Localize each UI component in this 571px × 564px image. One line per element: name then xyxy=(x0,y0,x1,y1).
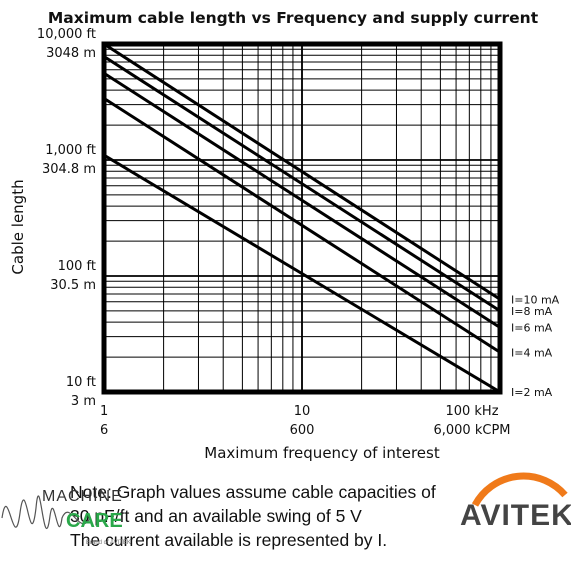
grid xyxy=(103,43,501,393)
plot-frame xyxy=(101,41,503,395)
chart: Maximum cable length vs Frequency and su… xyxy=(9,9,560,462)
series-line xyxy=(103,153,501,394)
footnote-line-1: Note: Graph values assume cable capaciti… xyxy=(70,482,436,502)
series-label: I=10 mA xyxy=(511,293,560,306)
y-tick-label: 100 ft xyxy=(58,259,96,274)
x-tick-label: 10 xyxy=(294,404,311,419)
x-axis-label: Maximum frequency of interest xyxy=(204,444,440,462)
series-lines xyxy=(103,42,501,394)
logo-brand-bottom: CARE xyxy=(66,510,123,532)
footnote: Note: Graph values assume cable capaciti… xyxy=(70,480,510,552)
x-tick-label: 100 kHz xyxy=(445,404,498,419)
footnote-line-3: The current available is represented by … xyxy=(70,530,388,550)
series-label: I=4 mA xyxy=(511,346,553,359)
logo-brand-right: AVITEK xyxy=(460,499,571,532)
series-labels: I=10 mAI=8 mA I=6 mA I=4 mA I=2 mA xyxy=(511,293,560,399)
series-label: I=2 mA xyxy=(511,386,553,399)
x-tick-labels: 1 6 10 600 100 kHz 6,000 kCPM xyxy=(100,404,511,438)
y-tick-labels: 10 ft 3 m 100 ft 30.5 m 1,000 ft 304.8 m 10,00… xyxy=(37,27,96,409)
series-line xyxy=(103,71,501,329)
y-tick-label: 1,000 ft xyxy=(45,143,96,158)
series-label: I=8 mA xyxy=(511,305,553,318)
y-tick-label-metric: 3048 m xyxy=(46,46,96,61)
x-tick-label: 1 xyxy=(100,404,108,419)
logo-brand-top: MACHINE xyxy=(42,488,123,505)
y-tick-label-metric: 304.8 m xyxy=(42,162,96,177)
avitek-logo: AVITEK xyxy=(440,465,571,560)
avitek-arc-icon xyxy=(471,472,568,507)
series-line xyxy=(103,55,501,313)
footnote-line-2: 30 pF/ft and an available swing of 5 V xyxy=(70,506,362,526)
x-tick-label-cpm: 6 xyxy=(100,423,108,438)
y-tick-label-metric: 3 m xyxy=(71,394,96,409)
machine-care-logo: MACHINE CARE Brand of AVITEK xyxy=(0,458,150,564)
series-line xyxy=(103,97,501,354)
y-tick-label: 10 ft xyxy=(66,375,96,390)
y-tick-label-metric: 30.5 m xyxy=(50,278,96,293)
x-tick-label-cpm: 6,000 kCPM xyxy=(433,423,510,438)
series-line xyxy=(103,42,501,301)
logo-tagline: Brand of AVITEK xyxy=(86,540,131,546)
series-label: I=6 mA xyxy=(511,321,553,334)
y-tick-label: 10,000 ft xyxy=(37,27,96,42)
y-axis-label: Cable length xyxy=(9,179,27,274)
x-tick-label-cpm: 600 xyxy=(290,423,315,438)
chart-title: Maximum cable length vs Frequency and su… xyxy=(48,9,539,27)
waveform-icon xyxy=(1,495,91,530)
